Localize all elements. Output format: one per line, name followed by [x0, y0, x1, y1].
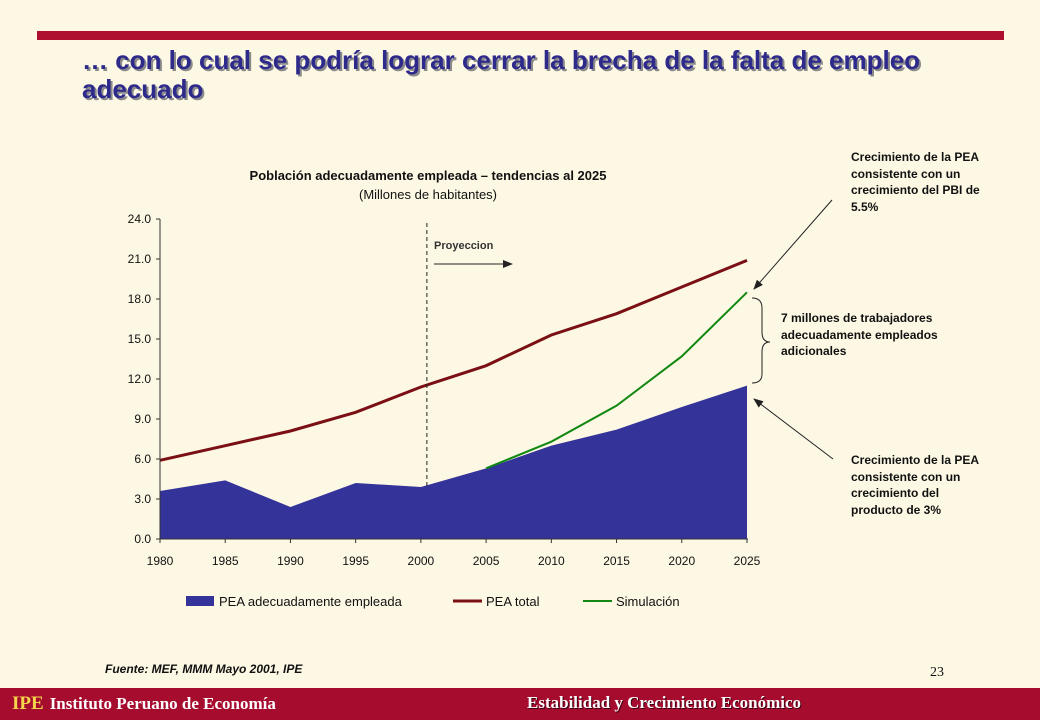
footer-section: Estabilidad y Crecimiento Económico [527, 693, 802, 712]
footer-org-name: Instituto Peruano de Economía [49, 694, 276, 713]
y-tick-label: 6.0 [134, 452, 151, 466]
chart-title: Población adecuadamente empleada – tende… [250, 168, 607, 183]
series-line-simulacion [485, 291, 748, 470]
x-tick-label: 2025 [734, 554, 761, 568]
y-tick-label: 21.0 [128, 252, 152, 266]
chart-area: Población adecuadamente empleada – tende… [128, 168, 834, 609]
legend: PEA adecuadamente empleada PEA total Simul… [186, 594, 680, 609]
x-tick-label: 1990 [277, 554, 304, 568]
x-tick-label: 2015 [603, 554, 630, 568]
legend-label-simulacion: Simulación [616, 594, 680, 609]
line-layer [159, 258, 748, 470]
legend-swatch-pea-adecuadamente-empleada [186, 596, 214, 606]
projection-label: Proyeccion [434, 240, 494, 252]
source-note: Fuente: MEF, MMM Mayo 2001, IPE [105, 662, 303, 676]
slide-title: … con lo cual se podría lograr cerrar la… [82, 45, 921, 104]
title-rule [37, 31, 1004, 40]
gap-brace [751, 297, 771, 384]
legend-label-pea-adecuadamente-empleada: PEA adecuadamente empleada [219, 594, 403, 609]
y-tick-label: 15.0 [128, 332, 152, 346]
x-tick-label: 2000 [408, 554, 435, 568]
x-tick-label: 1985 [212, 554, 239, 568]
x-tick-label: 2010 [538, 554, 565, 568]
annotation-top-right: Crecimiento de la PEA consistente con un… [851, 150, 980, 214]
footer-org-abbr: IPE [12, 693, 44, 714]
y-tick-label: 3.0 [134, 492, 151, 506]
y-tick-label: 18.0 [128, 292, 152, 306]
annotation-middle-right: 7 millones de trabajadores adecuadamente… [781, 311, 938, 358]
y-tick-label: 24.0 [128, 212, 152, 226]
x-tick-label: 2020 [668, 554, 695, 568]
area-layer [160, 385, 747, 539]
footer-bar: IPE Instituto Peruano de Economía Estabil… [0, 688, 1040, 720]
chart-subtitle: (Millones de habitantes) [359, 187, 497, 202]
x-tick-label: 1980 [147, 554, 174, 568]
projection-layer: Proyeccion [426, 223, 513, 489]
x-tick-label: 2005 [473, 554, 500, 568]
series-line-pea-total [159, 258, 748, 462]
legend-label-pea-total: PEA total [486, 594, 540, 609]
x-tick-label: 1995 [342, 554, 369, 568]
y-tick-label: 0.0 [134, 532, 151, 546]
arrow-to-simulation [753, 199, 833, 290]
arrow-to-adequate-employment [753, 398, 834, 460]
annotation-bottom-right: Crecimiento de la PEA consistente con un… [851, 453, 979, 517]
page-number: 23 [930, 665, 944, 680]
footer-org: IPE Instituto Peruano de Economía [12, 693, 276, 715]
y-tick-label: 12.0 [128, 372, 152, 386]
series-area-pea-adecuadamente-empleada [160, 385, 747, 539]
annotation-arrows [751, 199, 834, 460]
y-tick-label: 9.0 [134, 412, 151, 426]
tick-layer: 0.0 3.0 6.0 9.0 12.0 15.0 18.0 21.0 24.0 1980 1985… [128, 212, 761, 568]
